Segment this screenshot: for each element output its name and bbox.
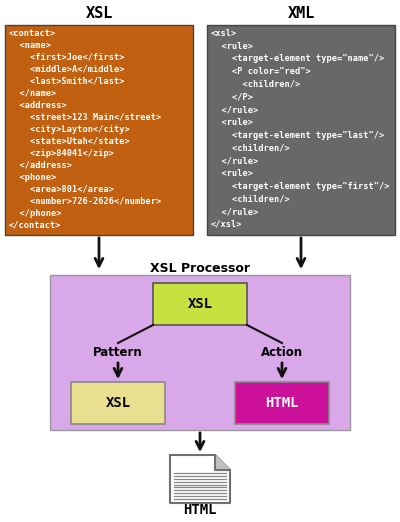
Text: <phone>: <phone> [9, 173, 56, 182]
Text: HTML: HTML [265, 396, 299, 410]
Text: XSL: XSL [106, 396, 130, 410]
FancyBboxPatch shape [71, 382, 165, 424]
Text: <rule>: <rule> [211, 169, 253, 178]
FancyBboxPatch shape [153, 283, 247, 325]
Text: <middle>A</middle>: <middle>A</middle> [9, 65, 124, 74]
Text: <target-element type="name"/>: <target-element type="name"/> [211, 54, 384, 64]
Text: <target-element type="last"/>: <target-element type="last"/> [211, 131, 384, 140]
Text: </name>: </name> [9, 89, 56, 98]
Polygon shape [170, 455, 230, 503]
Text: <contact>: <contact> [9, 29, 56, 38]
Text: <number>726-2626</number>: <number>726-2626</number> [9, 197, 161, 206]
Text: <first>Joe</first>: <first>Joe</first> [9, 53, 124, 62]
Text: <target-element type="first"/>: <target-element type="first"/> [211, 182, 390, 191]
Text: </rule>: </rule> [211, 207, 258, 216]
Text: </address>: </address> [9, 161, 72, 170]
FancyBboxPatch shape [50, 275, 350, 430]
Text: <address>: <address> [9, 101, 67, 110]
Text: XSL Processor: XSL Processor [150, 262, 250, 275]
Text: Pattern: Pattern [93, 346, 143, 359]
Text: <area>801</area>: <area>801</area> [9, 185, 114, 194]
Text: <zip>84041</zip>: <zip>84041</zip> [9, 149, 114, 158]
Text: </xsl>: </xsl> [211, 220, 242, 229]
Text: </contact>: </contact> [9, 221, 62, 230]
Text: <name>: <name> [9, 41, 51, 50]
FancyBboxPatch shape [5, 25, 193, 235]
Text: <P color="red">: <P color="red"> [211, 67, 311, 76]
Text: XSL: XSL [85, 6, 113, 21]
Text: <xsl>: <xsl> [211, 29, 237, 38]
Text: <state>Utah</state>: <state>Utah</state> [9, 137, 130, 146]
Text: XSL: XSL [188, 297, 212, 311]
FancyBboxPatch shape [235, 382, 329, 424]
Text: <rule>: <rule> [211, 118, 253, 127]
Text: </rule>: </rule> [211, 105, 258, 114]
Text: </P>: </P> [211, 92, 253, 102]
Text: <city>Layton</city>: <city>Layton</city> [9, 125, 130, 134]
Text: <rule>: <rule> [211, 42, 253, 51]
Text: </rule>: </rule> [211, 156, 258, 165]
Text: XML: XML [287, 6, 315, 21]
FancyBboxPatch shape [207, 25, 395, 235]
Text: HTML: HTML [183, 503, 217, 517]
Polygon shape [215, 455, 230, 470]
Text: <children/>: <children/> [211, 195, 290, 204]
Text: Action: Action [261, 346, 303, 359]
Text: <street>123 Main</street>: <street>123 Main</street> [9, 113, 161, 122]
Text: <children/>: <children/> [211, 80, 300, 89]
Text: <children/>: <children/> [211, 144, 290, 152]
Text: </phone>: </phone> [9, 209, 62, 218]
Text: <last>Smith</last>: <last>Smith</last> [9, 77, 124, 86]
